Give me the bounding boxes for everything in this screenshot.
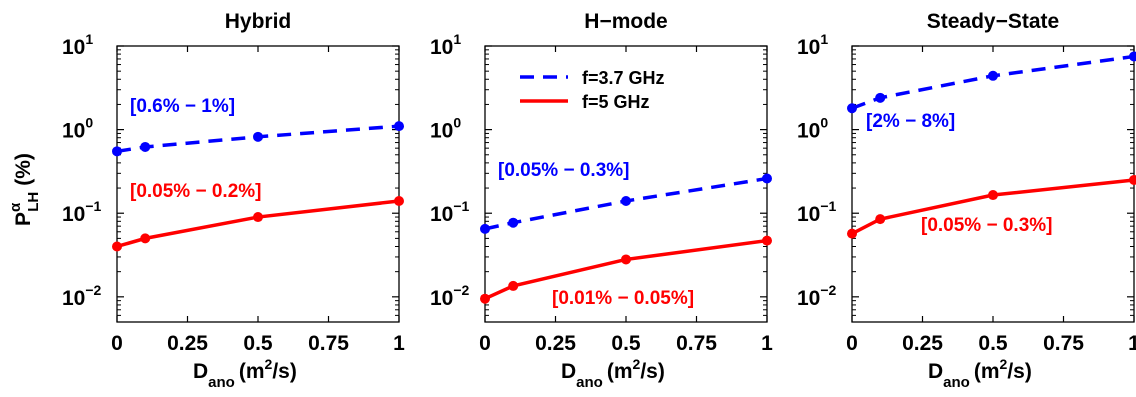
x-tick-label: 0.5 bbox=[243, 332, 273, 355]
data-point bbox=[253, 212, 263, 223]
y-tick-label: 10−2 bbox=[62, 282, 102, 310]
panel-title: Steady−State bbox=[927, 10, 1059, 33]
series-line-2 bbox=[484, 238, 768, 301]
panel-2: H−mode 0 0.25 0.5 0.75 1 101 100 10−1 10−2 Dano (m2… bbox=[430, 10, 773, 391]
range-annotation: [2% − 8%] bbox=[866, 111, 955, 132]
x-tick-label: 0.25 bbox=[535, 332, 576, 355]
data-point bbox=[621, 196, 631, 207]
x-tick-label: 0.75 bbox=[308, 332, 349, 355]
y-tick-label: 10−1 bbox=[62, 198, 102, 226]
data-point bbox=[847, 103, 857, 114]
x-axis-label: Dano (m2/s) bbox=[561, 356, 665, 391]
x-tick-label: 0 bbox=[111, 332, 123, 355]
y-tick-label: 100 bbox=[62, 115, 93, 143]
x-tick-label: 1 bbox=[1128, 332, 1136, 355]
data-point bbox=[394, 196, 404, 207]
data-point bbox=[112, 241, 122, 252]
series-line-2 bbox=[851, 178, 1135, 236]
data-point bbox=[480, 223, 490, 234]
series-line-1 bbox=[484, 176, 768, 231]
series-line-2 bbox=[116, 199, 400, 249]
y-tick-label: 10−2 bbox=[797, 282, 837, 310]
data-point bbox=[253, 131, 263, 142]
y-tick-label: 101 bbox=[797, 31, 828, 59]
range-annotation: [0.05% − 0.3%] bbox=[498, 160, 630, 181]
data-point bbox=[394, 121, 404, 132]
x-tick-label: 1 bbox=[761, 332, 773, 355]
data-point bbox=[875, 92, 886, 103]
series-line-1 bbox=[116, 124, 400, 154]
range-annotation: [0.01% − 0.05%] bbox=[552, 288, 694, 309]
y-tick-label: 10−1 bbox=[430, 198, 470, 226]
legend-entry: f=5 GHz bbox=[582, 92, 650, 112]
x-tick-label: 1 bbox=[393, 332, 405, 355]
data-point bbox=[847, 228, 857, 239]
range-annotation: [0.05% − 0.2%] bbox=[130, 181, 262, 202]
x-axis-label: Dano (m2/s) bbox=[928, 356, 1032, 391]
data-point bbox=[621, 254, 631, 265]
data-point bbox=[508, 217, 519, 228]
range-annotation: [0.6% − 1%] bbox=[130, 96, 235, 117]
y-tick-label: 100 bbox=[430, 115, 461, 143]
panel-title: Hybrid bbox=[225, 10, 292, 33]
x-tick-label: 0 bbox=[846, 332, 858, 355]
data-point bbox=[988, 70, 998, 81]
x-tick-label: 0.5 bbox=[978, 332, 1008, 355]
data-point bbox=[762, 173, 772, 184]
legend-entry: f=3.7 GHz bbox=[582, 68, 665, 88]
data-point bbox=[1129, 174, 1136, 185]
y-tick-label: 10−2 bbox=[430, 282, 470, 310]
x-tick-label: 0.75 bbox=[676, 332, 717, 355]
range-annotation: [0.05% − 0.3%] bbox=[921, 215, 1053, 236]
data-point bbox=[875, 214, 886, 225]
x-tick-label: 0.75 bbox=[1043, 332, 1084, 355]
series-line-1 bbox=[851, 54, 1135, 110]
data-point bbox=[988, 190, 998, 201]
x-axis-label: Dano (m2/s) bbox=[193, 356, 297, 391]
data-point bbox=[762, 235, 772, 246]
data-point bbox=[140, 233, 151, 244]
data-point bbox=[1129, 51, 1136, 62]
panel-3: Steady−State 0 0.25 0.5 0.75 1 101 100 10−1 10−2 D… bbox=[797, 10, 1136, 391]
panel-1: Hybrid 0 0.25 0.5 0.75 1 101 100 10−1 10−2 Dano (m2… bbox=[7, 10, 405, 391]
x-tick-label: 0 bbox=[479, 332, 491, 355]
data-point bbox=[140, 141, 151, 152]
data-point bbox=[112, 146, 122, 157]
data-point bbox=[480, 293, 490, 304]
legend: f=3.7 GHz f=5 GHz bbox=[520, 68, 665, 112]
y-tick-label: 100 bbox=[797, 115, 828, 143]
x-tick-label: 0.5 bbox=[611, 332, 641, 355]
panel-title: H−mode bbox=[584, 10, 667, 33]
y-tick-label: 101 bbox=[62, 31, 93, 59]
y-tick-label: 10−1 bbox=[797, 198, 837, 226]
data-point bbox=[508, 280, 519, 291]
y-tick-label: 101 bbox=[430, 31, 461, 59]
x-tick-label: 0.25 bbox=[167, 332, 208, 355]
y-axis-label: PαLH(%) bbox=[7, 153, 42, 226]
x-tick-label: 0.25 bbox=[902, 332, 943, 355]
